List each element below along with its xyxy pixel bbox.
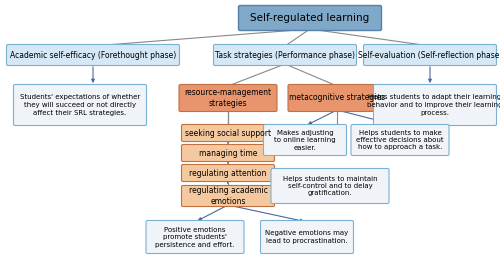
Text: Academic self-efficacy (Forethought phase): Academic self-efficacy (Forethought phas… bbox=[10, 50, 176, 59]
Text: Self-regulated learning: Self-regulated learning bbox=[250, 13, 370, 23]
FancyBboxPatch shape bbox=[6, 45, 180, 65]
FancyBboxPatch shape bbox=[374, 84, 496, 125]
FancyBboxPatch shape bbox=[182, 125, 274, 142]
Text: Helps students to maintain
self-control and to delay
gratification.: Helps students to maintain self-control … bbox=[282, 176, 378, 196]
Text: Helps students to adapt their learning
behavior and to improve their learning
pr: Helps students to adapt their learning b… bbox=[367, 95, 500, 116]
FancyBboxPatch shape bbox=[182, 144, 274, 162]
Text: Positive emotions
promote students'
persistence and effort.: Positive emotions promote students' pers… bbox=[156, 227, 234, 248]
FancyBboxPatch shape bbox=[364, 45, 496, 65]
FancyBboxPatch shape bbox=[179, 84, 277, 111]
Text: Helps students to make
effective decisions about
how to approach a task.: Helps students to make effective decisio… bbox=[356, 130, 444, 150]
Text: Task strategies (Performance phase): Task strategies (Performance phase) bbox=[215, 50, 355, 59]
Text: managing time: managing time bbox=[199, 148, 257, 158]
FancyBboxPatch shape bbox=[260, 220, 354, 253]
Text: regulating attention: regulating attention bbox=[190, 168, 266, 177]
FancyBboxPatch shape bbox=[351, 125, 449, 155]
Text: regulating academic
emotions: regulating academic emotions bbox=[188, 186, 268, 206]
FancyBboxPatch shape bbox=[264, 125, 346, 155]
Text: metacognitive strategies: metacognitive strategies bbox=[289, 93, 385, 102]
FancyBboxPatch shape bbox=[271, 168, 389, 204]
Text: resource-management
strategies: resource-management strategies bbox=[184, 88, 272, 108]
Text: seeking social support: seeking social support bbox=[185, 129, 271, 138]
Text: Students' expectations of whether
they will succeed or not directly
affect their: Students' expectations of whether they w… bbox=[20, 95, 140, 116]
Text: Makes adjusting
to online learning
easier.: Makes adjusting to online learning easie… bbox=[274, 130, 336, 150]
FancyBboxPatch shape bbox=[146, 220, 244, 253]
FancyBboxPatch shape bbox=[182, 164, 274, 182]
FancyBboxPatch shape bbox=[288, 84, 386, 111]
Text: Self-evaluation (Self-reflection phase): Self-evaluation (Self-reflection phase) bbox=[358, 50, 500, 59]
Text: Negative emotions may
lead to procrastination.: Negative emotions may lead to procrastin… bbox=[266, 230, 348, 244]
FancyBboxPatch shape bbox=[14, 84, 146, 125]
FancyBboxPatch shape bbox=[182, 186, 274, 206]
FancyBboxPatch shape bbox=[238, 6, 382, 31]
FancyBboxPatch shape bbox=[214, 45, 356, 65]
